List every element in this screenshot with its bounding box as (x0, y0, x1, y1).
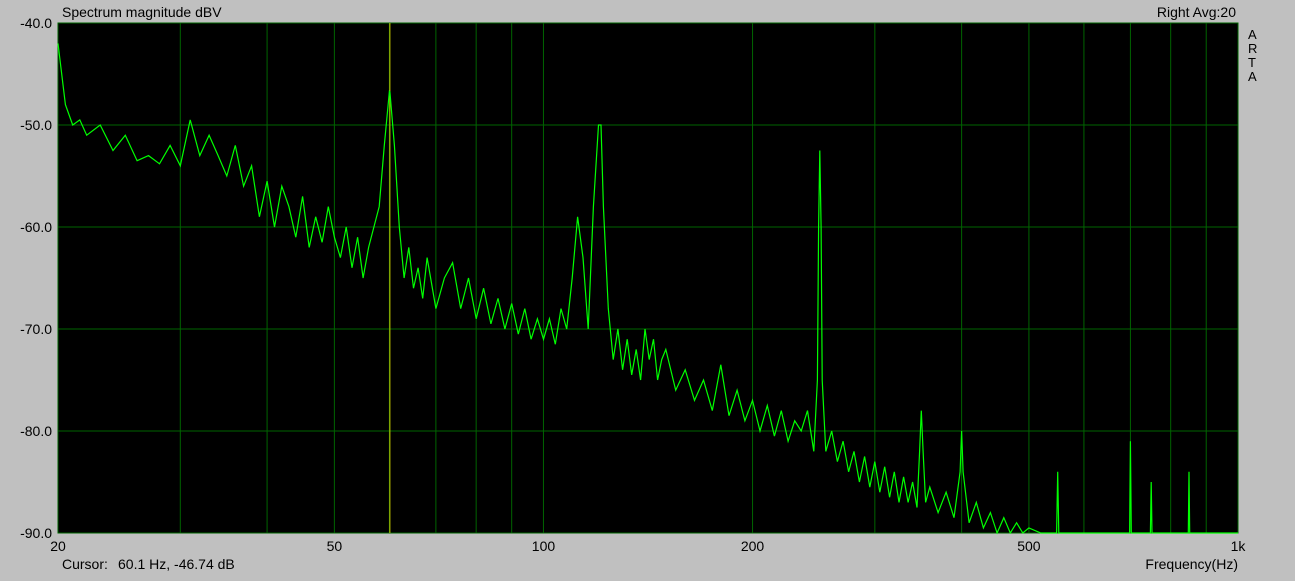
branding-letter: T (1248, 55, 1256, 70)
y-tick-label: -70.0 (20, 321, 52, 337)
cursor-value: 60.1 Hz, -46.74 dB (118, 556, 235, 572)
x-tick-label: 50 (327, 538, 343, 554)
x-tick-label: 20 (50, 538, 66, 554)
x-tick-label: 500 (1017, 538, 1041, 554)
header-right: Right Avg:20 (1157, 4, 1236, 20)
chart-title: Spectrum magnitude dBV (62, 4, 222, 20)
x-tick-label: 100 (532, 538, 556, 554)
y-tick-label: -40.0 (20, 15, 52, 31)
x-tick-label: 1k (1231, 538, 1247, 554)
y-tick-label: -60.0 (20, 219, 52, 235)
plot-area[interactable] (58, 23, 1238, 533)
x-tick-label: 200 (741, 538, 765, 554)
branding-letter: R (1248, 41, 1257, 56)
y-tick-label: -80.0 (20, 423, 52, 439)
branding-letter: A (1248, 69, 1257, 84)
spectrum-chart: -40.0 -50.0 -60.0 -70.0 -80.0 -90.020 50 100 200… (0, 0, 1295, 581)
y-tick-label: -50.0 (20, 117, 52, 133)
branding-letter: A (1248, 27, 1257, 42)
y-tick-label: -90.0 (20, 525, 52, 541)
cursor-label: Cursor: (62, 556, 108, 572)
x-axis-label: Frequency(Hz) (1145, 556, 1238, 572)
